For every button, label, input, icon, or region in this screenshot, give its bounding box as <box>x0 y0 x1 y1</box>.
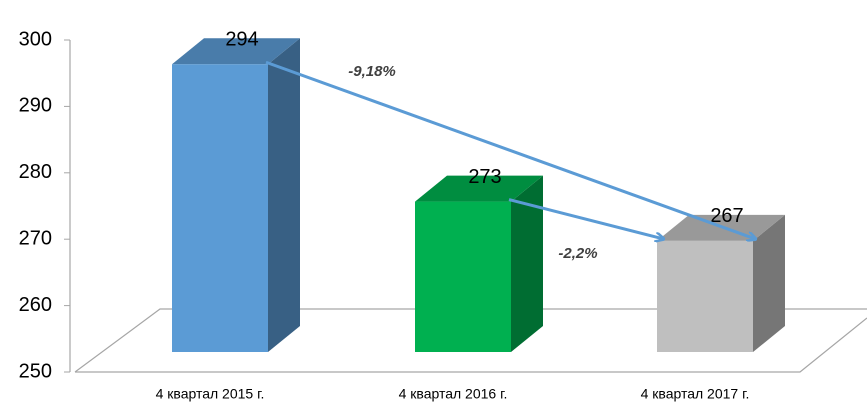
annotation: -9,18% <box>348 63 396 80</box>
bar-front <box>172 64 268 353</box>
x-tick-label: 4 квартал 2015 г. <box>156 386 265 402</box>
value-label: 273 <box>468 166 501 188</box>
x-tick-label: 4 квартал 2017 г. <box>641 386 750 402</box>
trend-arrow <box>508 198 663 239</box>
bar <box>415 175 543 352</box>
bar-side <box>753 214 785 352</box>
bar <box>657 214 785 352</box>
annotation: -2,2% <box>558 245 597 262</box>
bar-front <box>415 201 511 352</box>
y-tick-label: 300 <box>19 28 52 50</box>
bar-top <box>172 38 300 65</box>
bar-side <box>268 38 300 353</box>
y-tick-label: 270 <box>19 227 52 249</box>
trend-arrow <box>265 60 755 239</box>
x-tick-label: 4 квартал 2016 г. <box>399 386 508 402</box>
y-tick-label: 290 <box>19 95 52 117</box>
y-tick-label: 260 <box>19 294 52 316</box>
value-label: 267 <box>710 205 743 227</box>
bar-side <box>511 175 543 352</box>
bar-front <box>657 240 753 352</box>
bar-top <box>415 175 543 202</box>
value-label: 294 <box>225 29 258 51</box>
bar <box>172 38 300 353</box>
y-tick-label: 250 <box>19 360 52 382</box>
y-tick-label: 280 <box>19 161 52 183</box>
floor <box>69 40 867 373</box>
